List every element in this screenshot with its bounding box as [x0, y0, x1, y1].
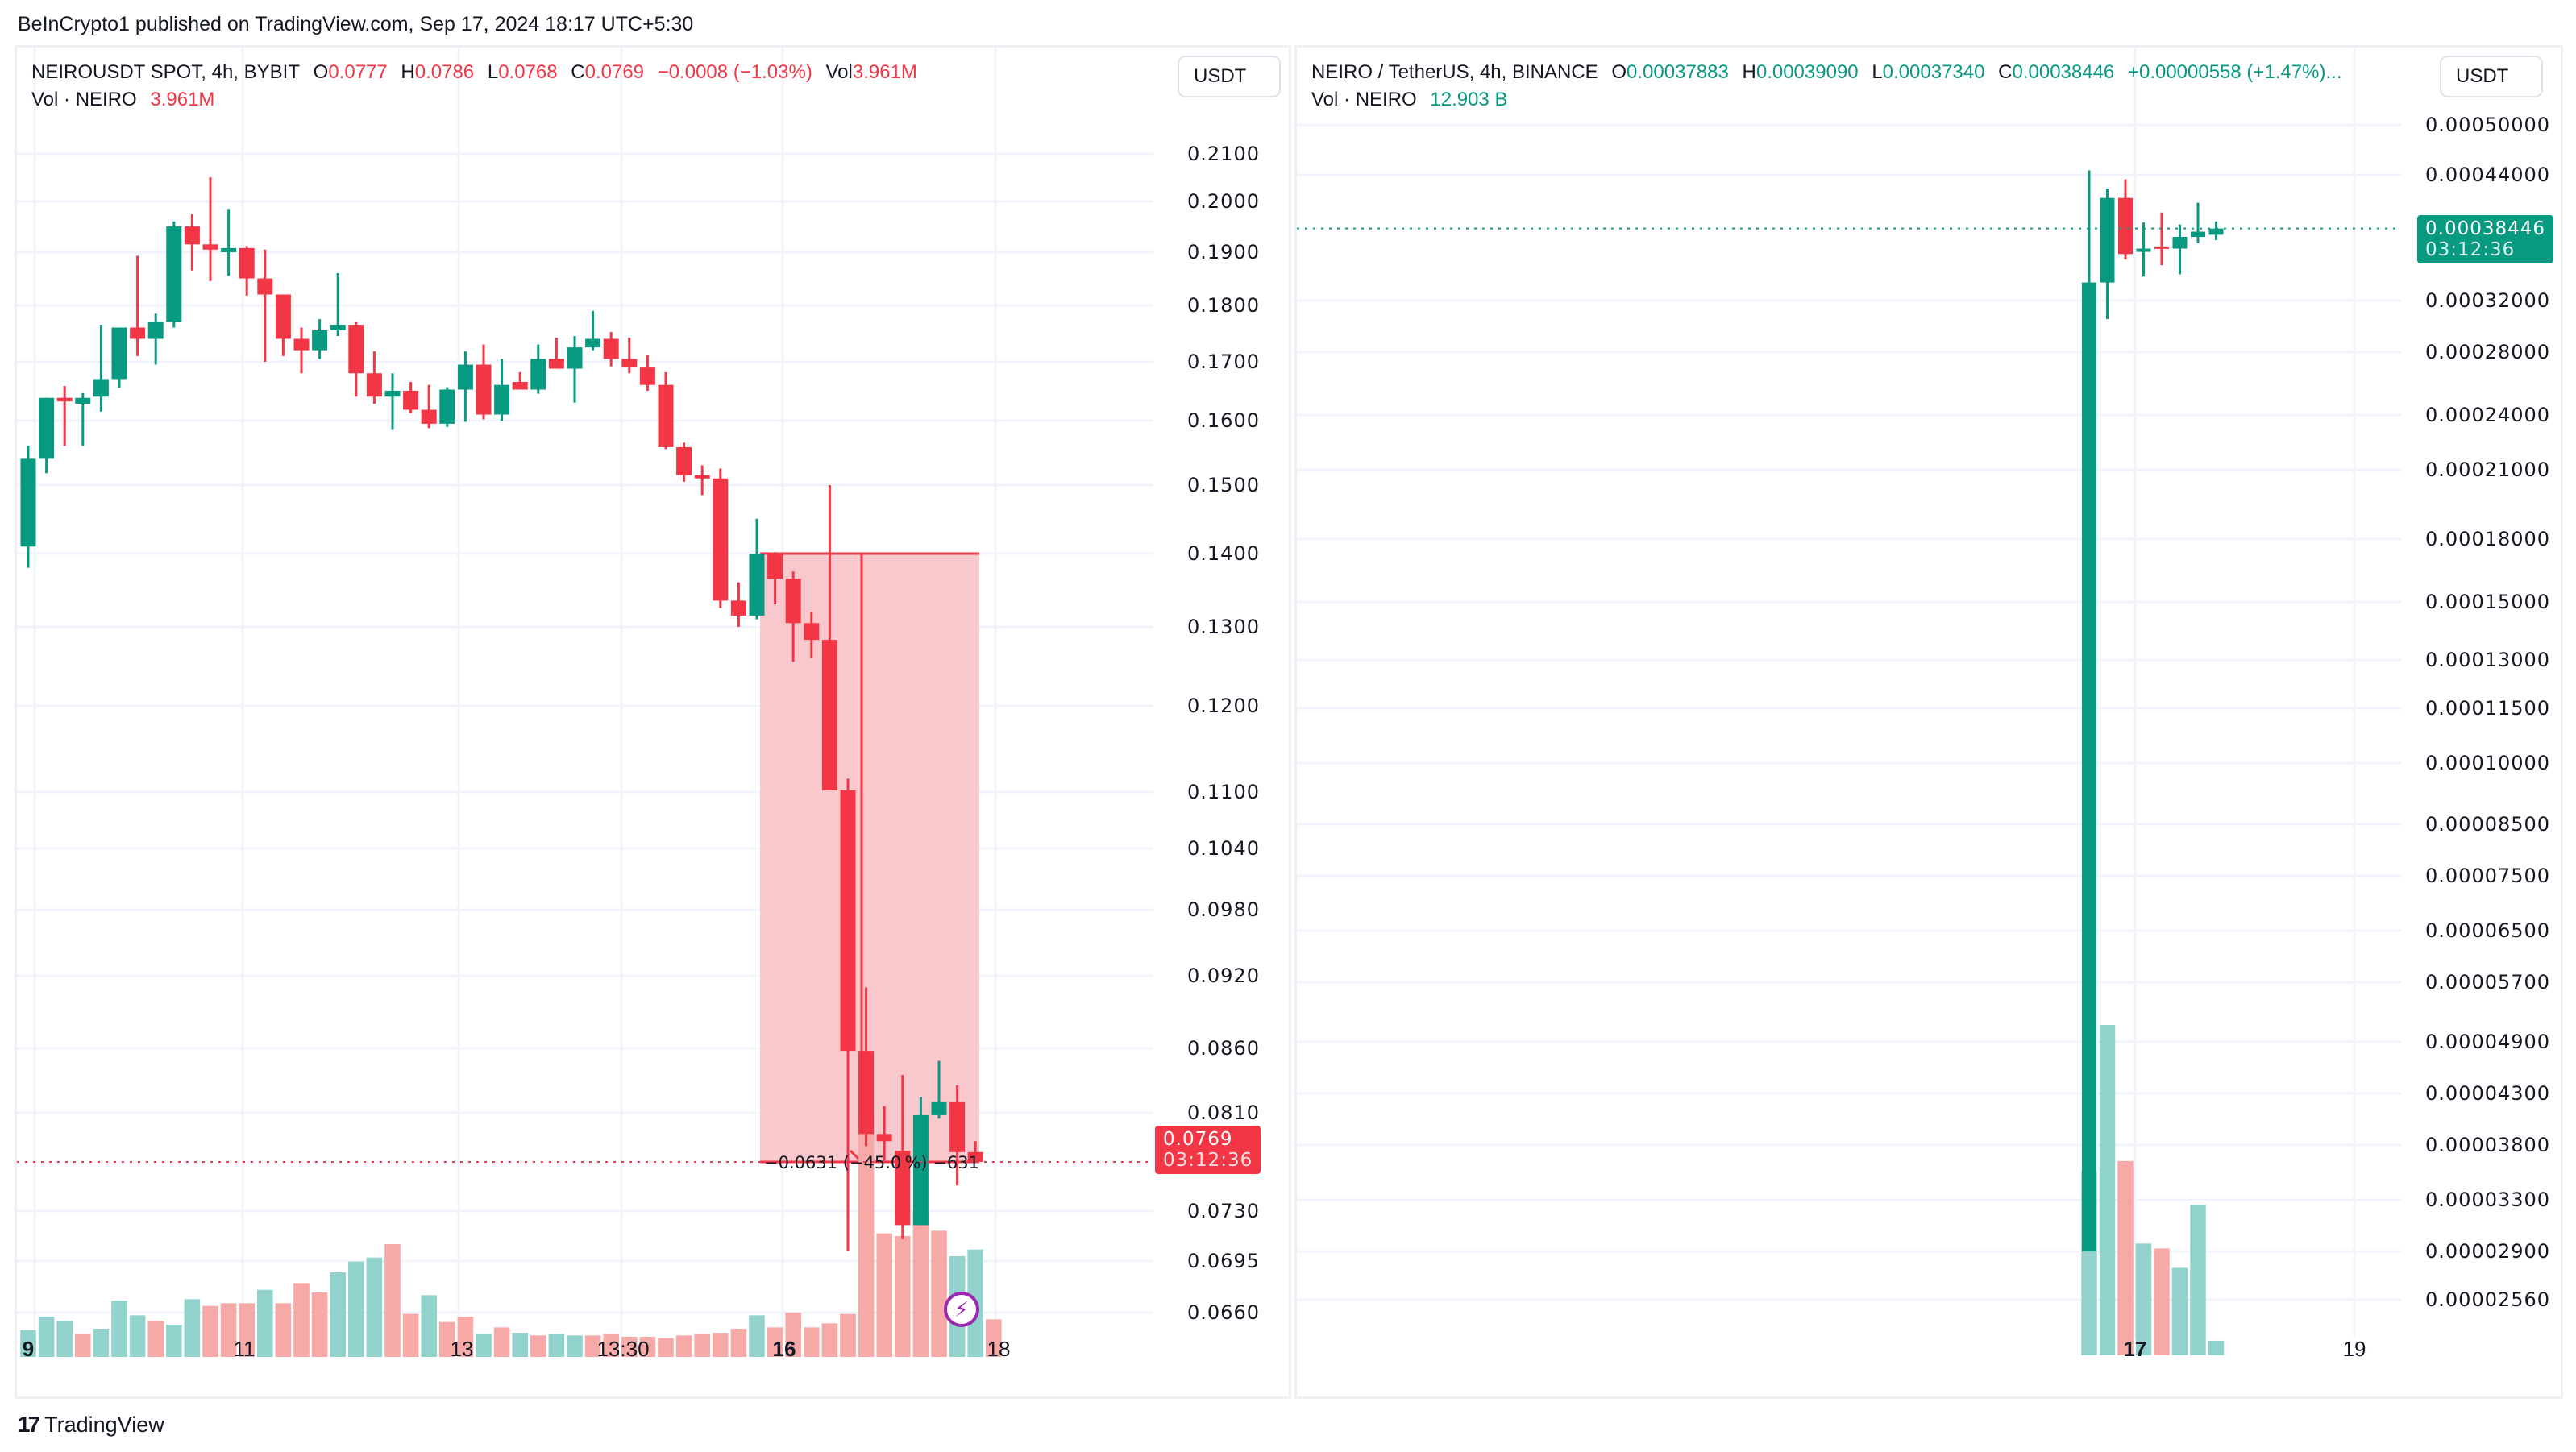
price-axis-tick: 0.00050000 — [2425, 114, 2551, 136]
right-last-price: 0.00038446 — [2425, 218, 2546, 239]
right-volume-legend-value: 12.903 B — [1430, 89, 1508, 110]
left-last-price-tag: 0.0769 03:12:36 — [1155, 1126, 1261, 1174]
price-axis-tick: 0.1500 — [1187, 474, 1260, 496]
left-chart-canvas[interactable] — [17, 48, 1294, 1401]
right-volume-legend: Vol · NEIRO 12.903 B — [1311, 86, 2342, 114]
price-axis-tick: 0.00018000 — [2425, 528, 2551, 550]
left-change-value: −0.0008 (−1.03%) — [657, 61, 812, 83]
price-axis-tick: 0.00004900 — [2425, 1031, 2551, 1053]
price-axis-tick: 0.00004300 — [2425, 1082, 2551, 1105]
price-axis-tick: 0.1400 — [1187, 542, 1260, 565]
left-vol-value: 3.961M — [852, 61, 917, 83]
tradingview-logo[interactable]: 17 TradingView — [18, 1412, 164, 1437]
left-low-label: L — [487, 61, 499, 83]
price-axis-tick: 0.1900 — [1187, 241, 1260, 263]
price-axis-tick: 0.1300 — [1187, 616, 1260, 638]
time-axis-tick: 18 — [987, 1337, 1011, 1361]
right-chart-canvas[interactable] — [1297, 48, 2566, 1401]
left-volume-legend-value: 3.961M — [150, 89, 215, 110]
tradingview-logo-text: TradingView — [44, 1412, 164, 1437]
price-axis-tick: 0.1700 — [1187, 351, 1260, 373]
price-axis-tick: 0.1800 — [1187, 294, 1260, 317]
price-axis-tick: 0.00024000 — [2425, 404, 2551, 426]
right-low-label: L — [1872, 61, 1883, 83]
price-axis-tick: 0.0660 — [1187, 1301, 1260, 1324]
price-axis-tick: 0.1100 — [1187, 781, 1260, 803]
price-axis-tick: 0.00008500 — [2425, 813, 2551, 836]
price-axis-tick: 0.00007500 — [2425, 865, 2551, 887]
right-close-value: 0.00038446 — [2012, 61, 2115, 83]
price-axis-tick: 0.00003300 — [2425, 1189, 2551, 1211]
price-axis-tick: 0.00006500 — [2425, 919, 2551, 942]
measure-label: −0.0631 (−45.0 %) −631 — [764, 1153, 979, 1172]
left-legend: NEIROUSDT SPOT, 4h, BYBIT O0.0777 H0.078… — [31, 59, 917, 114]
time-axis-tick: 17 — [2123, 1337, 2147, 1361]
tradingview-logo-icon: 17 — [18, 1412, 40, 1437]
chart-pane-neirousdt-bybit[interactable]: NEIROUSDT SPOT, 4h, BYBIT O0.0777 H0.078… — [15, 45, 1291, 1399]
price-axis-tick: 0.1040 — [1187, 837, 1260, 860]
price-axis-tick: 0.0980 — [1187, 898, 1260, 921]
left-open-label: O — [313, 61, 329, 83]
left-high-label: H — [401, 61, 415, 83]
left-symbol-title[interactable]: NEIROUSDT SPOT, 4h, BYBIT — [31, 61, 300, 83]
left-last-price: 0.0769 — [1163, 1129, 1233, 1150]
price-axis-tick: 0.00011500 — [2425, 697, 2551, 720]
left-countdown: 03:12:36 — [1163, 1150, 1253, 1171]
price-axis-tick: 0.00021000 — [2425, 458, 2551, 481]
price-axis-tick: 0.2100 — [1187, 143, 1260, 165]
price-axis-tick: 0.0860 — [1187, 1037, 1260, 1060]
right-symbol-title[interactable]: NEIRO / TetherUS, 4h, BINANCE — [1311, 61, 1598, 83]
time-axis-tick: 13 — [450, 1337, 474, 1361]
right-symbol-row: NEIRO / TetherUS, 4h, BINANCE O0.0003788… — [1311, 59, 2342, 86]
left-high-value: 0.0786 — [414, 61, 475, 83]
price-axis-tick: 0.2000 — [1187, 190, 1260, 213]
price-axis-tick: 0.00044000 — [2425, 164, 2551, 186]
right-low-value: 0.00037340 — [1882, 61, 1985, 83]
left-low-value: 0.0768 — [498, 61, 558, 83]
price-axis-tick: 0.1200 — [1187, 695, 1260, 717]
left-volume-legend-label[interactable]: Vol · NEIRO — [31, 89, 137, 110]
right-open-label: O — [1611, 61, 1627, 83]
price-axis-tick: 0.0920 — [1187, 965, 1260, 987]
price-axis-tick: 0.00028000 — [2425, 341, 2551, 363]
price-axis-tick: 0.00032000 — [2425, 289, 2551, 312]
right-change-value: +0.00000558 (+1.47%)... — [2127, 61, 2342, 83]
time-axis-tick: 13:30 — [596, 1337, 650, 1361]
price-axis-tick: 0.0730 — [1187, 1200, 1260, 1222]
price-axis-tick: 0.00002560 — [2425, 1288, 2551, 1311]
right-open-value: 0.00037883 — [1627, 61, 1729, 83]
left-currency-button[interactable]: USDT — [1178, 56, 1281, 97]
right-last-price-tag: 0.00038446 03:12:36 — [2417, 215, 2554, 263]
left-close-label: C — [571, 61, 585, 83]
price-axis-tick: 0.00005700 — [2425, 971, 2551, 994]
left-open-value: 0.0777 — [328, 61, 388, 83]
time-axis-tick: 11 — [233, 1337, 256, 1361]
left-volume-legend: Vol · NEIRO 3.961M — [31, 86, 917, 114]
time-axis-tick: 9 — [22, 1337, 35, 1361]
right-high-value: 0.00039090 — [1755, 61, 1859, 83]
right-close-label: C — [1998, 61, 2013, 83]
right-legend: NEIRO / TetherUS, 4h, BINANCE O0.0003788… — [1311, 59, 2342, 114]
price-axis-tick: 0.00002900 — [2425, 1240, 2551, 1263]
price-axis-tick: 0.00010000 — [2425, 752, 2551, 774]
price-axis-tick: 0.00003800 — [2425, 1134, 2551, 1156]
lightning-icon[interactable]: ⚡︎ — [944, 1292, 979, 1327]
publisher-caption: BeInCrypto1 published on TradingView.com… — [18, 13, 694, 35]
right-countdown: 03:12:36 — [2425, 239, 2516, 260]
left-close-value: 0.0769 — [584, 61, 645, 83]
price-axis-tick: 0.0695 — [1187, 1250, 1260, 1272]
left-symbol-row: NEIROUSDT SPOT, 4h, BYBIT O0.0777 H0.078… — [31, 59, 917, 86]
right-currency-button[interactable]: USDT — [2440, 56, 2543, 97]
price-axis-tick: 0.00015000 — [2425, 591, 2551, 613]
price-axis-tick: 0.1600 — [1187, 409, 1260, 432]
time-axis-tick: 19 — [2342, 1337, 2366, 1361]
price-axis-tick: 0.00013000 — [2425, 649, 2551, 671]
time-axis-tick: 16 — [772, 1337, 796, 1361]
right-high-label: H — [1742, 61, 1756, 83]
right-volume-legend-label[interactable]: Vol · NEIRO — [1311, 89, 1417, 110]
chart-pane-neiro-binance[interactable]: NEIRO / TetherUS, 4h, BINANCE O0.0003788… — [1294, 45, 2563, 1399]
left-vol-label: Vol — [825, 61, 853, 83]
price-axis-tick: 0.0810 — [1187, 1101, 1260, 1124]
